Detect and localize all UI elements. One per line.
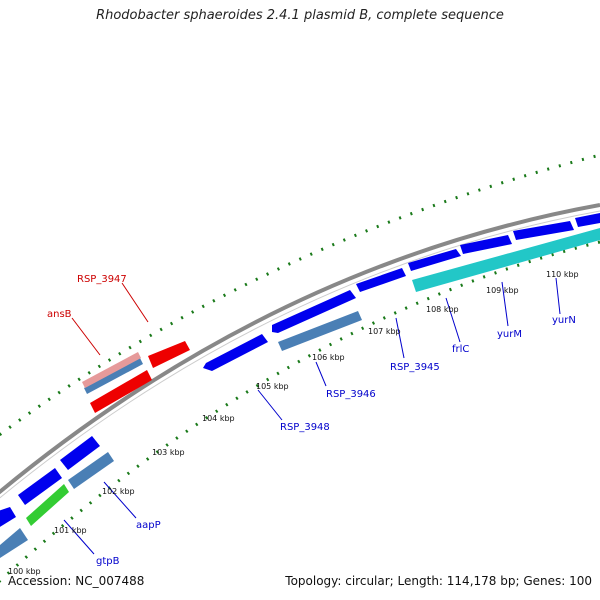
kbp-label: 104 kbp <box>202 414 235 423</box>
reverse-genes <box>0 311 362 558</box>
backbone-outer <box>0 203 600 495</box>
gene-label-rsp3945: RSP_3945 <box>390 362 440 373</box>
outer-tick-ring <box>0 153 600 437</box>
gene-arrow <box>60 436 100 470</box>
kbp-label: 109 kbp <box>486 286 519 295</box>
gene-label-ansB: ansB <box>47 309 72 320</box>
gene-label-rsp3946: RSP_3946 <box>326 389 376 400</box>
kbp-label: 102 kbp <box>102 487 135 496</box>
gene-arrow <box>412 228 600 292</box>
gene-arrow <box>460 235 512 254</box>
map-title: Rhodobacter sphaeroides 2.4.1 plasmid B,… <box>96 8 504 23</box>
gene-arrow <box>575 213 600 227</box>
forward-genes <box>0 213 600 527</box>
kbp-label: 105 kbp <box>256 382 289 391</box>
accession-text: Accession: NC_007488 <box>8 574 145 588</box>
summary-text: Topology: circular; Length: 114,178 bp; … <box>285 574 592 588</box>
gene-arrow <box>26 484 69 526</box>
kbp-label: 103 kbp <box>152 448 185 457</box>
red-genes <box>90 341 190 413</box>
gene-arrow <box>278 311 362 351</box>
gene-arrow <box>0 528 28 558</box>
gene-arrow <box>272 290 356 333</box>
kbp-label: 100 kbp <box>8 567 41 576</box>
gene-arrow <box>90 370 152 413</box>
gene-label-gtpB: gtpB <box>96 556 120 567</box>
gene-label-yurM: yurM <box>497 329 522 340</box>
kbp-label: 101 kbp <box>54 526 87 535</box>
gene-label-rsp3948: RSP_3948 <box>280 422 330 433</box>
gene-arrow <box>356 268 406 292</box>
gene-label-frlC: frlC <box>452 344 469 355</box>
kbp-label: 106 kbp <box>312 353 345 362</box>
gene-arrow <box>82 352 141 388</box>
kbp-label: 108 kbp <box>426 305 459 314</box>
gene-arrow <box>0 507 16 527</box>
backbone-inner <box>0 210 600 499</box>
gene-label-rsp3947: RSP_3947 <box>77 274 127 285</box>
gene-arrow <box>148 341 190 368</box>
gene-arrow <box>408 249 461 271</box>
gene-arrow <box>203 334 268 371</box>
gene-arrow <box>18 468 62 505</box>
gene-label-yurN: yurN <box>552 315 576 326</box>
kbp-label: 107 kbp <box>368 327 401 336</box>
gene-arrow <box>513 221 574 240</box>
leader-lines <box>63 277 561 555</box>
gene-arrow <box>68 452 114 489</box>
gene-arrow <box>84 358 143 394</box>
gene-label-aapP: aapP <box>136 520 161 531</box>
kbp-label: 110 kbp <box>546 270 579 279</box>
